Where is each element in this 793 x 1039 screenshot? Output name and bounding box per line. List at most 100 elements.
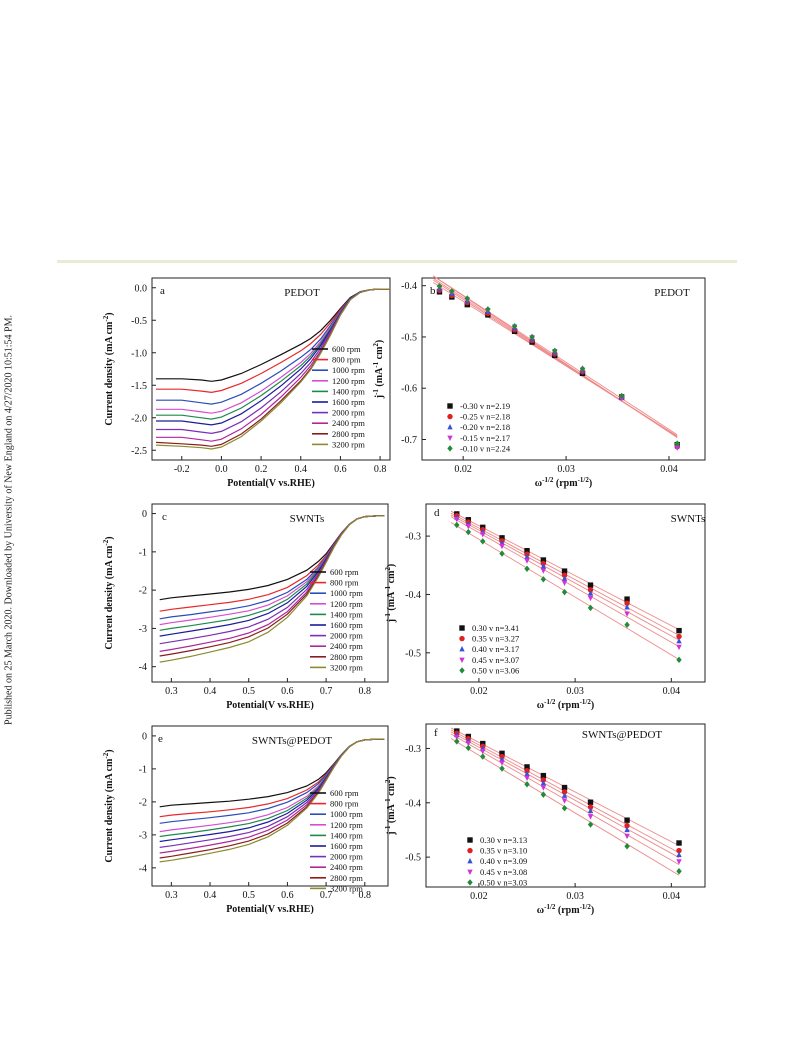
- y-tick-label: -0.6: [401, 384, 417, 395]
- x-axis-title: Potential(V vs.RHE): [227, 478, 315, 489]
- data-point: [524, 553, 530, 560]
- data-point: [561, 784, 568, 791]
- legend-label: -0.30 v n=2.19: [460, 401, 510, 411]
- data-point: [587, 590, 594, 596]
- chart-panel-d: 0.02 0.03 0.04 -0.3 -0.4 -0.5 ω-1/2 (rpm-1/2) j…: [384, 503, 706, 711]
- x-tick-label: 0.8: [374, 464, 387, 475]
- data-point: [624, 604, 630, 610]
- data-point: [561, 805, 568, 812]
- data-point: [524, 764, 530, 770]
- x-tick-label: 0.5: [242, 890, 255, 901]
- legend-label: 0.45 v n=3.08: [480, 867, 527, 877]
- legend-label: 2400 rpm: [330, 641, 363, 651]
- legend-label: -0.20 v n=2.18: [460, 422, 510, 432]
- y-tick-label: -0.5: [405, 648, 421, 659]
- data-point: [499, 543, 505, 550]
- y-tick-label: -1: [139, 764, 147, 775]
- data-point: [624, 596, 630, 602]
- legend-marker: [467, 858, 473, 864]
- data-point: [676, 847, 682, 854]
- plot-frame: [151, 503, 389, 683]
- plot-frame: [425, 503, 706, 683]
- y-tick-label: -4: [139, 662, 147, 673]
- x-tick-label: 0.4: [204, 686, 217, 697]
- data-point: [561, 568, 568, 574]
- data-point: [540, 772, 547, 779]
- data-point: [540, 785, 547, 791]
- data-point: [540, 777, 547, 783]
- x-axis-title: Potential(V vs.RHE): [226, 904, 314, 915]
- y-axis-title: j-1 (mA-1 cm2): [384, 564, 397, 624]
- panel-title: SWNTs: [290, 513, 325, 525]
- legend-label: 0.50 v n=3.03: [480, 877, 527, 887]
- y-tick-label: -0.4: [405, 590, 421, 601]
- x-tick-label: 0.7: [320, 686, 333, 697]
- legend-label: 1200 rpm: [330, 599, 363, 609]
- legend-label: 800 rpm: [330, 578, 359, 588]
- legend-label: 3200 rpm: [330, 662, 363, 672]
- x-axis-title: Potential(V vs.RHE): [226, 700, 314, 711]
- y-axis-title: Current density (mA cm-2): [102, 536, 115, 649]
- legend-label: -0.10 v n=2.24: [460, 443, 511, 453]
- panel-title: SWNTs: [671, 513, 706, 525]
- chart-panel-f: 0.02 0.03 0.04 -0.3 -0.4 -0.5 ω-1/2 (rpm-1/2) j…: [384, 723, 706, 916]
- legend-label: 1600 rpm: [330, 620, 363, 630]
- panel-tag: a: [160, 285, 165, 297]
- data-point: [587, 582, 594, 588]
- legend-marker: [467, 847, 473, 854]
- data-point: [480, 532, 486, 538]
- legend-marker: [447, 413, 453, 420]
- x-tick-label: 0.03: [557, 464, 575, 475]
- legend-label: 2800 rpm: [330, 873, 363, 883]
- data-point: [499, 550, 505, 557]
- legend-label: 0.40 v n=3.17: [472, 644, 519, 654]
- x-tick-label: 0.6: [281, 686, 294, 697]
- data-point: [454, 516, 460, 523]
- legend-label: 800 rpm: [332, 355, 361, 365]
- data-point: [587, 595, 594, 602]
- data-point: [524, 768, 530, 774]
- y-tick-label: -1.5: [131, 381, 147, 392]
- x-tick-label: 0.03: [566, 891, 584, 902]
- y-tick-label: -0.5: [131, 316, 147, 327]
- legend-label: 1000 rpm: [330, 588, 363, 598]
- data-point: [624, 833, 630, 840]
- panel-title: PEDOT: [284, 287, 320, 299]
- y-tick-label: -0.5: [401, 332, 417, 343]
- y-tick-label: -0.3: [405, 744, 421, 755]
- data-point: [676, 656, 682, 664]
- panel-tag: d: [434, 507, 440, 519]
- legend-marker: [459, 667, 465, 674]
- x-tick-label: 0.02: [454, 464, 472, 475]
- data-point: [561, 572, 568, 578]
- x-tick-label: 0.03: [566, 686, 584, 697]
- legend-marker: [459, 646, 465, 652]
- x-tick-label: 0.6: [281, 890, 294, 901]
- x-axis-title: ω-1/2 (rpm-1/2): [537, 903, 594, 916]
- legend-label: 0.35 v n=3.27: [472, 634, 519, 644]
- data-point: [499, 535, 505, 541]
- legend-label: 1600 rpm: [330, 841, 363, 851]
- data-point: [540, 780, 547, 786]
- legend-label: 2400 rpm: [330, 862, 363, 872]
- data-point: [449, 288, 455, 295]
- y-tick-label: 0: [142, 731, 147, 742]
- legend-marker: [447, 403, 453, 409]
- legend-label: 1400 rpm: [332, 386, 365, 396]
- data-point: [624, 843, 630, 850]
- chart-panel-c: 0.3 0.4 0.5 0.6 0.7 0.8 0 -1 -2 -3 -4 Potential(V v…: [102, 503, 389, 711]
- legend-label: 1000 rpm: [332, 365, 365, 375]
- data-point: [561, 580, 568, 586]
- data-point: [587, 804, 594, 810]
- panel-tag: c: [162, 511, 167, 523]
- legend-label: 2800 rpm: [332, 429, 365, 439]
- x-tick-label: -0.2: [174, 464, 190, 475]
- chart-panel-e: 0.3 0.4 0.5 0.6 0.7 0.8 0 -1 -2 -3 -4 Potential(V v…: [102, 725, 389, 915]
- legend-label: 3200 rpm: [332, 439, 365, 449]
- data-point: [624, 826, 630, 833]
- y-tick-label: -1.0: [131, 348, 147, 359]
- legend-label: -0.25 v n=2.18: [460, 412, 510, 422]
- data-point: [499, 756, 505, 762]
- y-tick-label: -0.4: [405, 798, 421, 809]
- download-note-text: Published on 25 March 2020. Downloaded b…: [3, 315, 15, 725]
